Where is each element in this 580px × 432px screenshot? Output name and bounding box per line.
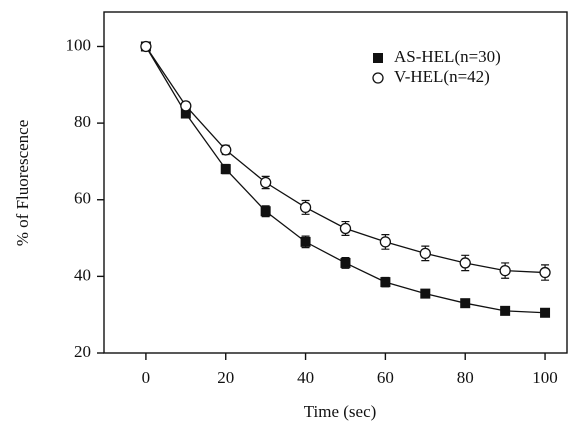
y-tick-label: 40 [74,265,91,284]
data-point [300,236,311,247]
plot-frame [103,11,568,354]
data-point [540,307,551,318]
data-point [380,277,391,288]
y-tick-label: 20 [74,342,91,361]
data-point [459,257,471,269]
y-tick-label: 100 [66,35,92,54]
x-tick-label: 0 [142,368,151,387]
legend-marker [373,53,383,63]
legend-label: V-HEL(n=42) [394,67,490,86]
data-point [180,100,192,112]
data-point [220,144,232,156]
data-point [460,298,471,309]
y-tick-label: 80 [74,112,91,131]
series-line [145,46,546,314]
legend-marker [372,72,384,84]
x-tick-label: 80 [457,368,474,387]
y-tick-label: 60 [74,189,91,208]
data-point [419,247,431,260]
data-point [499,264,511,277]
data-point [420,288,431,299]
data-point [140,40,152,53]
data-point [260,206,271,217]
data-point [339,222,352,235]
data-point [539,266,551,279]
legend-label: AS-HEL(n=30) [394,47,501,66]
data-point [500,305,511,316]
data-point [180,108,191,119]
data-point [260,176,272,189]
data-point [379,236,392,248]
data-point [340,257,351,268]
x-tick-label: 100 [532,368,558,387]
x-tick-label: 40 [297,368,314,387]
x-axis-label: Time (sec) [304,402,377,421]
data-point [299,201,312,214]
x-tick-label: 60 [377,368,394,387]
x-tick-label: 20 [217,368,234,387]
data-point [220,164,231,175]
y-axis-label: % of Fluorescence [13,120,32,247]
